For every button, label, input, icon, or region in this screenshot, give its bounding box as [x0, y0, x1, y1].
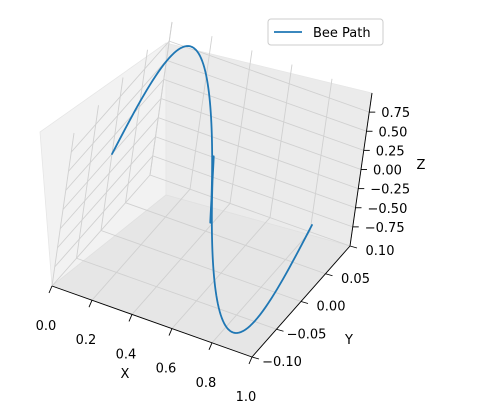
x-tick-label: 0.0	[36, 319, 57, 334]
z-tick-label: 0.25	[376, 144, 405, 159]
z-tick-label: −0.50	[368, 202, 408, 217]
x-tick-mark	[49, 286, 52, 293]
y-tick-label: −0.10	[262, 355, 302, 370]
y-tick-label: 0.00	[317, 300, 346, 315]
x-tick-label: 1.0	[236, 390, 257, 405]
z-tick-label: 0.00	[373, 164, 402, 179]
legend-label: Bee Path	[313, 26, 371, 41]
x-tick-label: 0.4	[116, 347, 137, 362]
x-axis-title: X	[121, 367, 130, 382]
x-tick-mark	[169, 329, 172, 336]
y-tick-label: 0.10	[366, 244, 395, 259]
y-tick-label: −0.05	[287, 327, 327, 342]
x-tick-mark	[129, 314, 132, 321]
z-tick-label: 0.75	[381, 106, 410, 121]
z-tick-label: −0.75	[365, 221, 405, 236]
x-tick-mark	[249, 357, 252, 364]
z-axis-title: Z	[417, 158, 426, 173]
y-tick-mark	[301, 302, 308, 304]
x-tick-mark	[209, 343, 212, 350]
y-tick-mark	[350, 246, 357, 248]
y-tick-mark	[277, 329, 284, 331]
x-tick-label: 0.2	[76, 333, 97, 348]
legend: Bee Path	[268, 19, 383, 45]
y-tick-mark	[326, 274, 333, 276]
y-axis-title: Y	[344, 333, 353, 348]
x-tick-label: 0.6	[156, 362, 177, 377]
z-tick-label: 0.50	[379, 125, 408, 140]
x-tick-mark	[89, 300, 92, 307]
x-tick-label: 0.8	[196, 376, 217, 391]
z-tick-label: −0.25	[370, 183, 410, 198]
y-tick-mark	[252, 357, 259, 359]
y-tick-label: 0.05	[341, 272, 370, 287]
